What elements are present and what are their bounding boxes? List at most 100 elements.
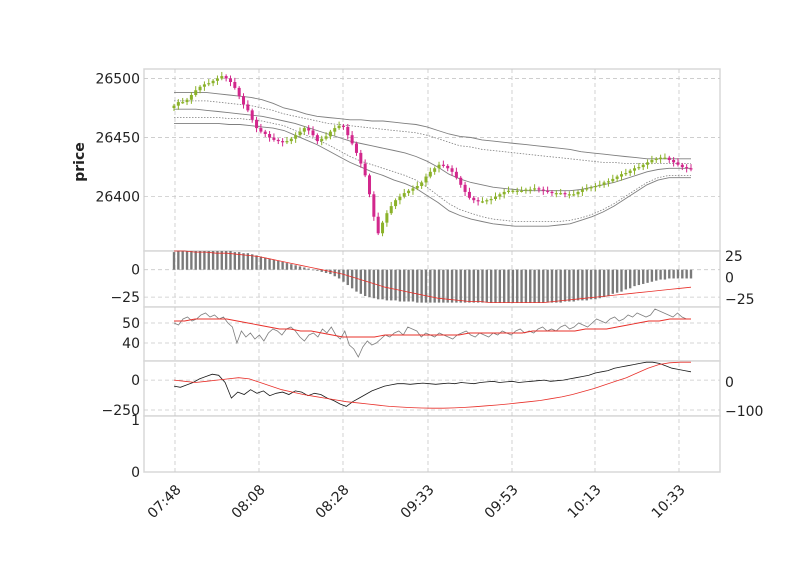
macd-histogram-bar [589,269,593,300]
macd-histogram-bar [655,269,658,281]
candle-body [255,119,259,129]
price-axis-label: price [72,142,88,182]
candle-body [272,137,276,140]
candle-body [385,213,389,223]
candle-body [389,206,393,214]
x-tick-label: 07:48 [145,482,185,522]
macd-histogram-bar [615,269,619,293]
candle-body [333,128,337,132]
candle-body [554,193,558,195]
candle-body [572,194,576,196]
macd-histogram-bar [676,269,680,279]
panel-frame-price [143,68,721,252]
candle-body [215,78,219,81]
candle-body [541,189,545,191]
macd-histogram-bar [311,269,315,271]
macd-histogram-bar [533,269,536,303]
candle-body [246,104,250,111]
macd-histogram-bar [194,251,197,270]
macd-histogram-bar [407,269,410,302]
macd-histogram-bar [507,269,510,303]
macd-histogram-bar [628,269,632,289]
candle-body [450,168,454,172]
macd-histogram-bar [320,269,323,272]
macd-histogram-bar [472,269,475,303]
macd-histogram-bar [550,269,554,303]
macd-histogram-bar [646,269,649,283]
candle-body [659,157,663,159]
candle-body [311,130,315,136]
macd-histogram-bar [390,269,393,301]
macd-histogram-bar [446,269,449,303]
macd-histogram-bar [381,269,384,300]
macd-histogram-bar [190,251,193,270]
candle-body [185,99,189,103]
candle-body [194,90,198,95]
macd-histogram-bar [489,269,493,303]
candle-body [663,157,667,159]
macd-right-tick-label: 25 [725,249,743,265]
macd-histogram-bar [281,261,284,270]
macd-histogram-bar [268,258,271,270]
macd-right-tick-label: −25 [725,292,755,308]
candle-body [680,164,684,168]
candle-body [528,189,532,191]
macd-histogram-bar [668,269,671,279]
price-y-tick-label: 26500 [95,71,140,87]
macd-histogram-bar [572,269,575,302]
macd-histogram-bar [437,269,441,303]
macd-histogram-bar [611,269,614,294]
macd-histogram-bar [672,269,675,279]
macd-histogram-bar [324,269,328,273]
osc-line [173,361,692,407]
candle-body [472,197,476,201]
macd-histogram-bar [350,269,354,289]
candle-body [281,141,285,143]
macd-histogram-bar [476,269,480,303]
candle-body [685,167,689,169]
candle-body [437,164,441,169]
macd-histogram-bar [229,251,232,270]
candle-body [407,190,411,194]
macd-histogram-bar [659,269,662,280]
macd-histogram-bar [516,269,519,303]
candle-body [441,164,445,166]
osc-right-tick-label: 0 [725,375,734,391]
panel-frame-rsi [143,306,721,362]
candle-body [341,125,345,127]
panel-frame-bottom [143,415,721,473]
candle-body [563,193,567,195]
candle-body [672,160,676,163]
macd-histogram-bar [224,251,228,270]
macd-histogram-bar [602,269,606,298]
candle-body [585,188,589,190]
candle-body [354,143,358,153]
macd-histogram-bar [368,269,371,298]
candle-body [202,84,206,87]
x-tick-label: 10:33 [649,482,689,522]
candle-body [242,96,246,105]
candle-body [559,193,563,195]
band-upper-inner [174,100,691,164]
candle-body [367,175,372,195]
macd-histogram-bar [307,268,310,270]
candle-body [493,196,498,199]
candle-body [489,199,493,201]
macd-histogram-bar [563,269,567,302]
macd-histogram-bar [442,269,445,303]
rsi-line [173,308,691,358]
macd-histogram-bar [177,251,180,270]
osc-y-tick-label: −250 [102,403,140,419]
candle-body [606,181,610,183]
macd-histogram-bar [251,254,254,270]
candle-body [485,200,489,202]
candle-body [424,176,428,183]
macd-histogram-bar [346,269,349,286]
candle-body [294,135,298,139]
candle-body [411,188,415,191]
macd-histogram-bar [377,269,380,300]
macd-histogram-bar [385,269,389,301]
macd-histogram-bar [685,269,688,279]
candle-body [480,201,484,203]
candle-body [337,125,341,129]
